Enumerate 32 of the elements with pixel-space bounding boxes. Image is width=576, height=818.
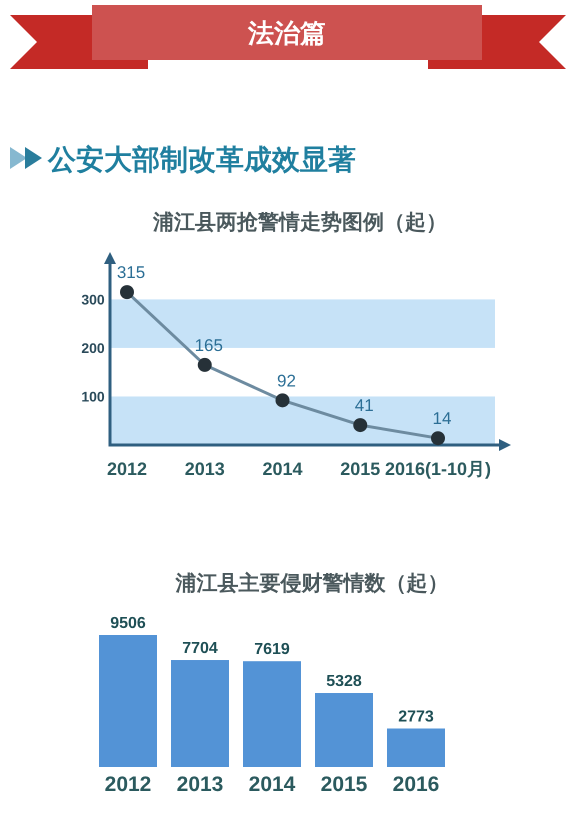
bar xyxy=(387,728,445,767)
x-tick-label: 2013 xyxy=(176,773,224,796)
x-tick-label: 2015 xyxy=(340,459,380,479)
data-label: 7619 xyxy=(254,641,290,658)
x-tick-label: 2012 xyxy=(106,459,148,479)
data-label: 7704 xyxy=(182,640,218,658)
data-label: 14 xyxy=(432,409,452,428)
bar xyxy=(171,660,229,767)
y-tick-label: 100 xyxy=(81,388,105,404)
x-tick-label: 2012 xyxy=(104,773,152,796)
bar xyxy=(243,661,301,767)
y-tick-label: 300 xyxy=(81,291,105,308)
text: 法治篇 xyxy=(247,18,326,48)
data-label: 165 xyxy=(194,336,223,355)
data-label: 2773 xyxy=(398,708,434,726)
data-label: 41 xyxy=(354,396,374,416)
x-tick-label: 2016(1-10月) xyxy=(384,459,492,479)
chart-title: 浦江县两抢警情走势图例（起） xyxy=(152,211,447,234)
data-label: 92 xyxy=(277,371,296,390)
bar xyxy=(315,693,373,767)
x-tick-label: 2016 xyxy=(392,773,440,796)
data-label: 5328 xyxy=(326,673,362,690)
x-tick-label: 2014 xyxy=(262,459,303,479)
x-tick-label: 2013 xyxy=(184,459,225,479)
x-tick-label: 2015 xyxy=(320,773,368,796)
data-label: 9506 xyxy=(110,615,146,632)
x-tick-label: 2014 xyxy=(248,773,296,796)
bar xyxy=(99,635,157,767)
chart-title: 浦江县主要侵财警情数（起） xyxy=(174,571,448,595)
y-tick-label: 200 xyxy=(81,340,105,356)
text: 公安大部制改革成效显著 xyxy=(47,144,356,175)
data-label: 315 xyxy=(116,263,146,282)
